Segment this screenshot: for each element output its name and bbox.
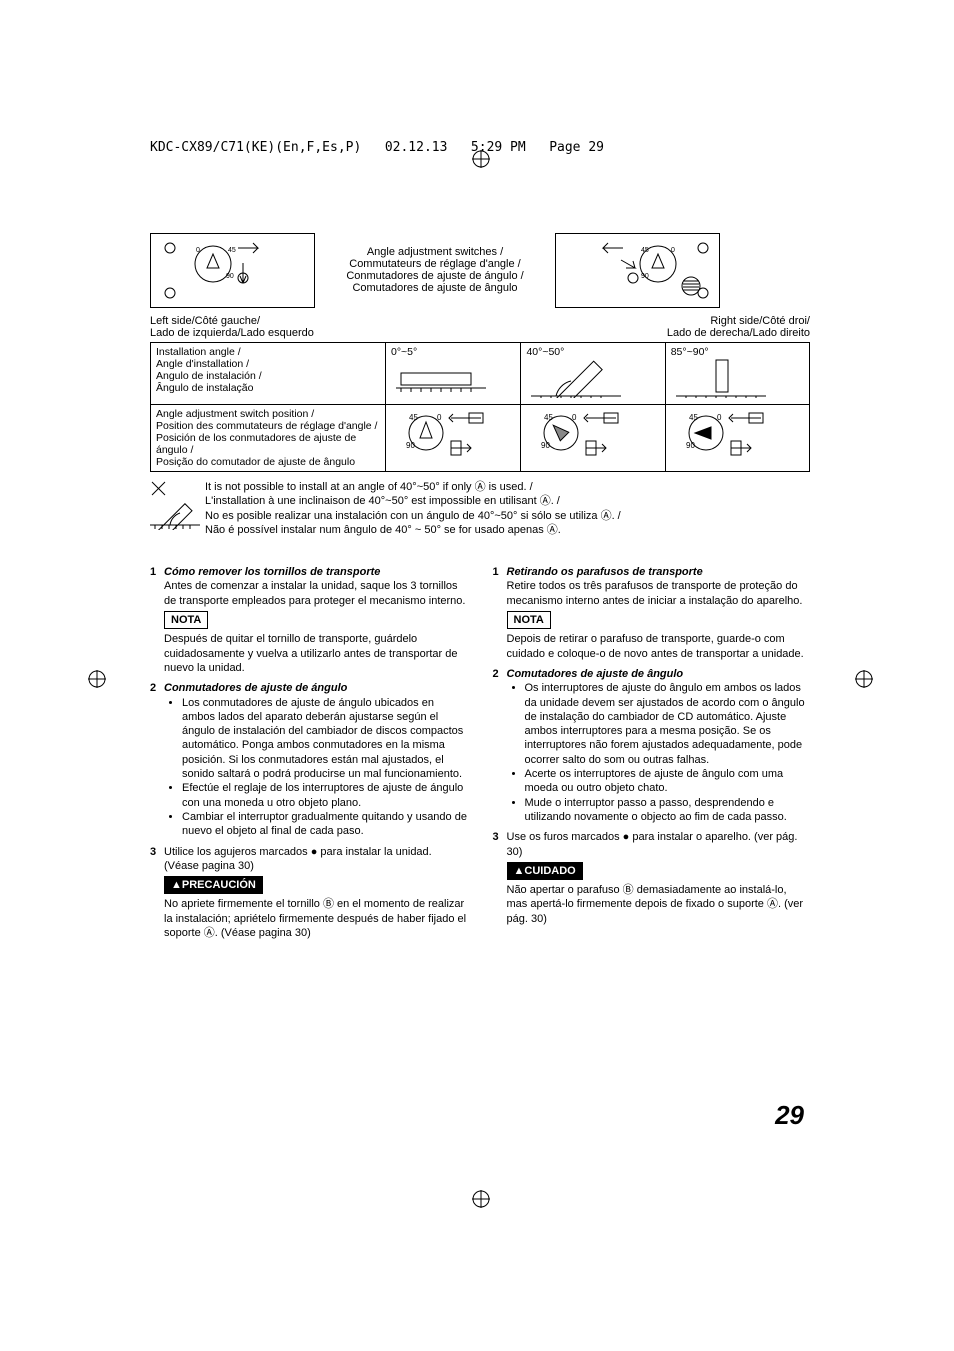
wedge-icon: [150, 480, 200, 530]
page-number: 29: [775, 1100, 804, 1131]
svg-text:0: 0: [572, 413, 577, 422]
right-switch-box: 0 45 90: [555, 233, 720, 308]
registration-mark: [472, 150, 490, 168]
svg-text:90: 90: [641, 273, 649, 280]
svg-text:0: 0: [437, 413, 442, 422]
angle-85-90-icon: [671, 358, 771, 398]
doc-header: KDC-CX89/C71(KE)(En,F,Es,P) 02.12.13 5:2…: [150, 140, 604, 155]
svg-text:45: 45: [544, 413, 553, 422]
svg-text:0: 0: [717, 413, 722, 422]
svg-text:0: 0: [671, 247, 675, 254]
registration-mark: [472, 1190, 490, 1208]
top-diagram: 0 45 90 Angle adjustment switches / Commu…: [150, 230, 810, 310]
svg-text:45: 45: [689, 413, 698, 422]
table-heading: Installation angle / Angle d'installatio…: [151, 343, 386, 405]
registration-mark: [88, 670, 106, 688]
portuguese-column: 1 Retirando os parafusos de transporte R…: [493, 565, 811, 946]
svg-text:90: 90: [541, 441, 550, 450]
svg-text:90: 90: [406, 441, 415, 450]
svg-text:0: 0: [196, 247, 200, 254]
switch-pos-45-icon: 0 45 90: [526, 408, 636, 458]
switch-pos-90-icon: 0 45 90: [671, 408, 781, 458]
svg-text:90: 90: [226, 273, 234, 280]
switches-label: Angle adjustment switches / Commutateurs…: [315, 246, 555, 294]
svg-text:45: 45: [228, 247, 236, 254]
spanish-column: 1 Cómo remover los tornillos de transpor…: [150, 565, 468, 946]
angle-40-50-icon: [526, 358, 626, 398]
page-content: 0 45 90 Angle adjustment switches / Commu…: [150, 230, 810, 946]
note-figure: It is not possible to install at an angl…: [150, 480, 810, 537]
svg-text:45: 45: [409, 413, 418, 422]
switch-pos-0-icon: 0 45 90: [391, 408, 501, 458]
caption-row: Left side/Côté gauche/ Lado de izquierda…: [150, 315, 810, 339]
svg-text:45: 45: [641, 247, 649, 254]
svg-text:90: 90: [686, 441, 695, 450]
angle-0-5-icon: [391, 358, 491, 393]
angle-table: Installation angle / Angle d'installatio…: [150, 342, 810, 472]
left-switch-box: 0 45 90: [150, 233, 315, 308]
registration-mark: [855, 670, 873, 688]
